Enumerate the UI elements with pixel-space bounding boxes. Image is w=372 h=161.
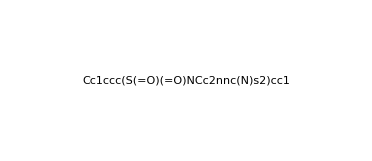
Text: Cc1ccc(S(=O)(=O)NCc2nnc(N)s2)cc1: Cc1ccc(S(=O)(=O)NCc2nnc(N)s2)cc1 <box>82 76 290 85</box>
